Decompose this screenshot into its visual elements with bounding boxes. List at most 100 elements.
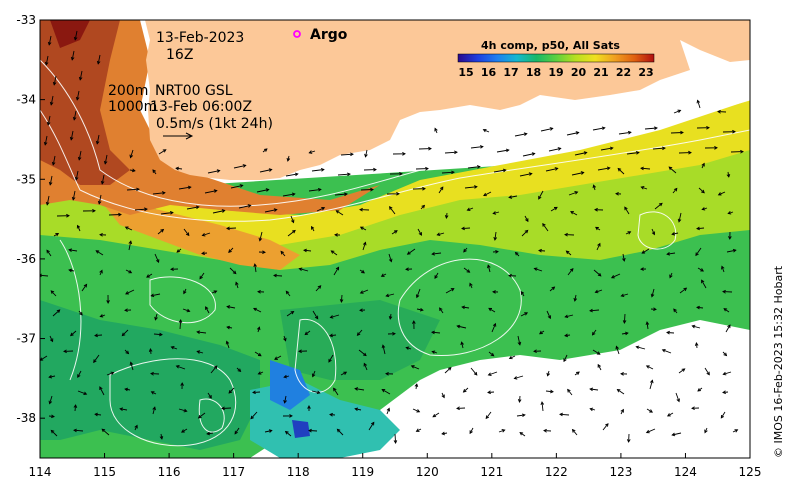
current-arrowhead bbox=[412, 320, 416, 324]
current-arrowhead bbox=[314, 315, 319, 320]
current-arrowhead bbox=[540, 401, 545, 405]
current-arrowhead bbox=[68, 248, 73, 252]
current-arrow bbox=[153, 333, 163, 336]
current-arrowhead bbox=[161, 191, 166, 195]
current-arrowhead bbox=[257, 371, 262, 375]
current-arrow bbox=[130, 362, 134, 371]
current-arrowhead bbox=[363, 362, 367, 367]
current-arrowhead bbox=[570, 211, 574, 215]
current-arrow bbox=[207, 170, 220, 174]
current-arrow bbox=[308, 188, 321, 192]
current-arrow bbox=[559, 413, 570, 416]
current-arrow bbox=[329, 334, 337, 337]
current-arrow bbox=[250, 411, 258, 420]
current-arrowhead bbox=[381, 344, 386, 349]
current-arrow bbox=[386, 408, 390, 415]
current-arrowhead bbox=[488, 307, 493, 312]
current-arrow bbox=[534, 267, 543, 272]
current-arrowhead bbox=[289, 414, 293, 418]
current-arrowhead bbox=[696, 99, 701, 104]
current-arrowhead bbox=[575, 131, 580, 135]
current-arrow bbox=[644, 127, 658, 130]
current-arrowhead bbox=[284, 430, 289, 435]
colorbar-tick-label: 15 bbox=[458, 66, 473, 79]
current-arrow bbox=[485, 411, 492, 419]
current-arrow bbox=[360, 289, 369, 294]
current-arrowhead bbox=[228, 389, 233, 394]
current-arrowhead bbox=[359, 290, 364, 294]
current-arrowhead bbox=[257, 289, 261, 294]
current-arrow bbox=[566, 132, 579, 136]
current-arrowhead bbox=[451, 170, 455, 175]
current-arrowhead bbox=[228, 249, 232, 253]
current-arrowhead bbox=[723, 308, 728, 312]
current-arrow bbox=[623, 313, 626, 324]
current-arrow bbox=[592, 127, 605, 131]
current-arrowhead bbox=[483, 192, 487, 197]
current-arrow bbox=[720, 411, 726, 419]
current-arrow bbox=[340, 371, 347, 376]
current-arrowhead bbox=[99, 314, 104, 318]
current-arrowhead bbox=[69, 136, 74, 141]
current-arrowhead bbox=[286, 157, 291, 162]
current-arrowhead bbox=[650, 293, 655, 298]
current-arrow bbox=[646, 428, 656, 434]
current-arrow bbox=[483, 191, 492, 197]
current-arrow bbox=[407, 248, 416, 255]
current-arrow bbox=[488, 371, 498, 376]
current-arrow bbox=[538, 190, 544, 200]
current-arrow bbox=[498, 429, 505, 433]
current-arrowhead bbox=[333, 387, 337, 392]
current-arrow bbox=[520, 312, 528, 317]
current-arrowhead bbox=[221, 406, 225, 411]
current-arrowhead bbox=[169, 210, 174, 215]
current-arrow bbox=[622, 253, 625, 261]
current-arrowhead bbox=[463, 248, 467, 253]
current-arrowhead bbox=[258, 237, 263, 242]
current-arrow bbox=[207, 392, 212, 399]
current-arrowhead bbox=[542, 222, 546, 227]
current-arrow bbox=[467, 166, 480, 169]
current-arrowhead bbox=[119, 407, 124, 412]
current-arrow bbox=[330, 314, 340, 318]
current-arrowhead bbox=[262, 250, 266, 255]
current-arrow bbox=[640, 167, 651, 170]
current-arrow bbox=[45, 55, 49, 65]
current-arrowhead bbox=[517, 399, 522, 403]
current-arrowhead bbox=[343, 371, 348, 375]
current-arrowhead bbox=[671, 432, 676, 437]
current-arrowhead bbox=[617, 167, 622, 172]
current-arrow bbox=[675, 392, 680, 402]
current-arrowhead bbox=[493, 236, 498, 241]
current-arrow bbox=[336, 210, 344, 216]
current-arrowhead bbox=[317, 187, 322, 192]
current-arrowhead bbox=[406, 251, 411, 255]
credit-label: © IMOS 16-Feb-2023 15:32 Hobart bbox=[772, 265, 785, 458]
current-arrowhead bbox=[94, 333, 98, 338]
current-arrow bbox=[284, 395, 287, 403]
current-arrow bbox=[358, 349, 367, 356]
current-arrowhead bbox=[159, 435, 164, 440]
product-time: 13-Feb 06:00Z bbox=[150, 99, 252, 115]
current-arrowhead bbox=[283, 374, 288, 379]
current-arrowhead bbox=[591, 331, 596, 336]
current-arrow bbox=[362, 242, 366, 251]
current-arrow bbox=[77, 390, 87, 395]
current-arrow bbox=[496, 149, 509, 153]
current-arrow bbox=[563, 354, 568, 362]
current-arrowhead bbox=[129, 154, 134, 159]
sst-region-darkgreen-2 bbox=[280, 300, 440, 380]
current-arrowhead bbox=[528, 172, 533, 176]
current-arrow bbox=[461, 342, 464, 349]
current-arrowhead bbox=[539, 330, 543, 335]
current-arrowhead bbox=[626, 439, 631, 443]
current-arrowhead bbox=[521, 413, 526, 418]
current-arrowhead bbox=[517, 341, 522, 346]
current-arrow bbox=[437, 232, 445, 236]
current-arrow bbox=[646, 322, 649, 330]
current-arrow bbox=[97, 54, 101, 64]
current-arrowhead bbox=[213, 290, 218, 294]
current-arrowhead bbox=[717, 192, 722, 196]
current-arrowhead bbox=[533, 267, 538, 271]
current-arrow bbox=[52, 309, 61, 317]
